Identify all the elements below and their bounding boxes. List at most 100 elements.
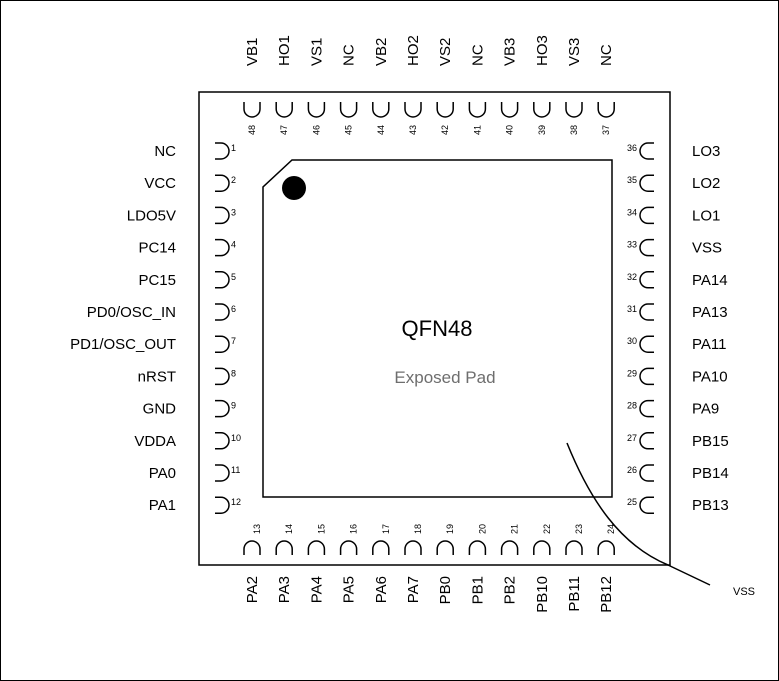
pin-42: 42 VS2 <box>436 38 454 135</box>
pin-pad-shape <box>468 102 487 118</box>
pin-23: 23 PB11 <box>565 524 584 612</box>
pin-pad-shape <box>215 432 230 450</box>
pin-13: 13 PA2 <box>243 524 262 603</box>
pin-number: 7 <box>231 336 236 346</box>
pin-pad-shape <box>215 174 230 192</box>
pin-16: 16 PA5 <box>339 524 359 603</box>
pin-name: PD0/OSC_IN <box>87 304 176 321</box>
pin-pad-shape <box>639 432 654 450</box>
pin-pad-shape <box>639 335 654 353</box>
pin-name: PB0 <box>437 576 454 604</box>
pin-19: 19 PB0 <box>436 524 455 604</box>
pin-pad-shape <box>565 540 583 555</box>
pin-name: VS3 <box>566 38 583 66</box>
pin-number: 41 <box>472 125 482 135</box>
pin-17: 17 PA6 <box>372 524 391 603</box>
pin-number: 14 <box>284 524 294 534</box>
pin-1: 1 NC <box>154 142 236 160</box>
pin-pad-shape <box>372 102 390 118</box>
pin-pad-shape <box>372 540 390 555</box>
pin-47: 47 HO1 <box>275 35 293 135</box>
pin-name: PC14 <box>138 240 176 257</box>
pin-4: 4 PC14 <box>138 238 236 257</box>
pin-name: PB11 <box>566 576 583 612</box>
pin-pad-shape <box>215 496 230 514</box>
pin-number: 34 <box>627 207 637 217</box>
pin-41: 41 NC <box>468 44 487 135</box>
pin-name: LO3 <box>692 143 720 160</box>
pin-name: PB1 <box>469 576 486 604</box>
pin-number: 11 <box>231 465 240 475</box>
pin-name: PA7 <box>405 576 422 603</box>
vss-callout-label: VSS <box>733 586 755 598</box>
pin1-indicator-dot <box>282 176 306 200</box>
exposed-pad <box>262 159 613 498</box>
pin-37: 37 NC <box>597 44 615 135</box>
pin-27: 27 PB15 <box>627 432 729 450</box>
pin-pad-shape <box>243 540 261 555</box>
pin-6: 6 PD0/OSC_IN <box>87 303 236 321</box>
pin-name: VCC <box>144 175 176 192</box>
package-name: QFN48 <box>402 316 473 341</box>
pin-name: HO3 <box>534 35 551 66</box>
pin-33: 33 VSS <box>627 238 722 257</box>
pin-15: 15 PA4 <box>307 524 326 603</box>
pin-name: PA14 <box>692 272 728 289</box>
pin-pad-shape <box>639 464 654 482</box>
pin-11: 11 PA0 <box>149 464 240 482</box>
pin-pad-shape <box>275 540 293 555</box>
pin-45: 45 NC <box>339 44 358 135</box>
pin-pad-shape <box>468 540 487 555</box>
pin-number: 23 <box>574 524 584 534</box>
pin-8: 8 nRST <box>138 367 236 385</box>
pin-name: NC <box>154 143 176 160</box>
pin-number: 13 <box>252 524 262 534</box>
pin-name: PA3 <box>276 576 293 603</box>
pin-14: 14 PA3 <box>275 524 294 603</box>
pin-pad-shape <box>639 142 654 160</box>
pin-number: 18 <box>413 524 423 534</box>
pin-number: 38 <box>569 125 579 135</box>
pin-pad-shape <box>533 102 551 118</box>
pin-number: 46 <box>311 125 321 135</box>
pin-pad-shape <box>307 102 326 118</box>
pin-number: 5 <box>231 272 236 282</box>
pin-pad-shape <box>404 102 422 118</box>
pin-name: NC <box>341 44 358 66</box>
pin-number: 33 <box>627 240 637 250</box>
pin-name: PA9 <box>692 401 719 418</box>
pin-number: 42 <box>440 125 450 135</box>
pin-pad-shape <box>597 102 615 118</box>
pin-36: 36 LO3 <box>627 142 720 160</box>
pin-name: NC <box>469 44 486 66</box>
pin-number: 20 <box>477 524 487 534</box>
pin-32: 32 PA14 <box>627 271 728 289</box>
pins-right-side: 25 PB13 26 PB14 27 PB15 28 PA9 29 PA10 30 PA11 31 PA1… <box>627 142 729 514</box>
pin-40: 40 VB3 <box>500 38 519 135</box>
pin-43: 43 HO2 <box>404 35 422 135</box>
pin-pad-shape <box>215 464 230 482</box>
pin-name: PA5 <box>341 576 358 603</box>
pin-48: 48 VB1 <box>243 38 261 135</box>
pin-name: PC15 <box>138 272 176 289</box>
pin-pad-shape <box>215 142 230 160</box>
pin-24: 24 PB12 <box>597 524 616 613</box>
pin-number: 44 <box>376 125 386 135</box>
pin-10: 10 VDDA <box>134 432 241 450</box>
pin-pad-shape <box>533 540 551 555</box>
pin-name: HO2 <box>405 35 422 66</box>
pin-number: 26 <box>627 465 637 475</box>
pin-name: PA11 <box>692 336 726 353</box>
pin-number: 29 <box>627 368 637 378</box>
pin-name: VS2 <box>437 38 454 66</box>
pin-number: 1 <box>231 143 236 153</box>
pin-name: VS1 <box>308 38 325 66</box>
pin-name: PA6 <box>373 576 390 603</box>
pin-7: 7 PD1/OSC_OUT <box>70 335 236 353</box>
pin-20: 20 PB1 <box>468 524 487 604</box>
pin-44: 44 VB2 <box>372 38 390 135</box>
pin-number: 24 <box>606 524 616 534</box>
pin-pad-shape <box>404 540 422 555</box>
pin-number: 47 <box>279 125 289 135</box>
